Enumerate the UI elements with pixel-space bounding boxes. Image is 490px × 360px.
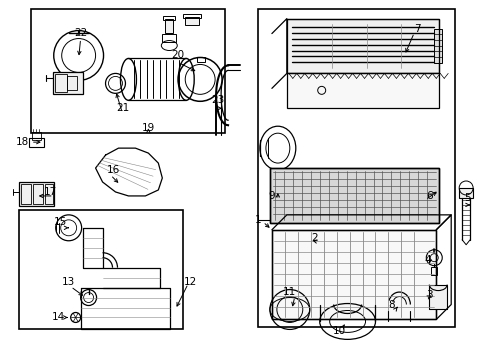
Text: 23: 23 — [212, 95, 225, 105]
Text: 3: 3 — [426, 289, 433, 300]
Text: 10: 10 — [333, 327, 346, 336]
Text: 21: 21 — [116, 103, 129, 113]
Bar — [272, 230, 436, 319]
Text: 16: 16 — [107, 165, 120, 175]
Bar — [270, 168, 439, 223]
Bar — [19, 210, 183, 329]
Text: 17: 17 — [44, 187, 57, 197]
Text: 8: 8 — [388, 300, 395, 310]
Text: 6: 6 — [426, 191, 433, 201]
Bar — [33, 184, 43, 204]
Bar — [165, 19, 173, 32]
Bar — [272, 230, 436, 319]
Text: 12: 12 — [184, 276, 197, 287]
Text: 15: 15 — [54, 217, 67, 227]
Text: 14: 14 — [52, 312, 65, 323]
Bar — [21, 184, 31, 204]
Bar — [197, 58, 205, 62]
Bar — [32, 132, 41, 140]
Bar — [67, 76, 76, 90]
Text: 11: 11 — [283, 287, 296, 297]
Bar — [29, 138, 44, 147]
Bar — [431, 267, 437, 275]
Bar — [53, 72, 83, 94]
Text: 20: 20 — [172, 50, 185, 60]
Bar — [434, 28, 442, 63]
Bar — [19, 182, 54, 206]
Text: 9: 9 — [269, 191, 275, 201]
Text: 4: 4 — [424, 255, 431, 265]
Text: 18: 18 — [16, 137, 29, 147]
Bar — [185, 17, 199, 24]
Bar — [55, 75, 67, 92]
Bar — [429, 285, 447, 310]
Bar — [45, 184, 53, 204]
Text: 1: 1 — [255, 215, 261, 225]
Text: 7: 7 — [414, 24, 420, 33]
Bar — [31, 9, 225, 133]
Bar — [287, 73, 439, 108]
Bar — [183, 14, 201, 18]
Text: 13: 13 — [62, 276, 75, 287]
Text: 22: 22 — [74, 28, 87, 37]
Bar — [258, 9, 455, 328]
Text: 5: 5 — [464, 193, 470, 203]
Bar — [459, 188, 473, 198]
Bar — [270, 168, 439, 223]
Bar — [162, 33, 176, 41]
Text: 2: 2 — [312, 233, 318, 243]
Text: 19: 19 — [142, 123, 155, 133]
Bar — [287, 19, 439, 73]
Bar — [163, 15, 175, 20]
